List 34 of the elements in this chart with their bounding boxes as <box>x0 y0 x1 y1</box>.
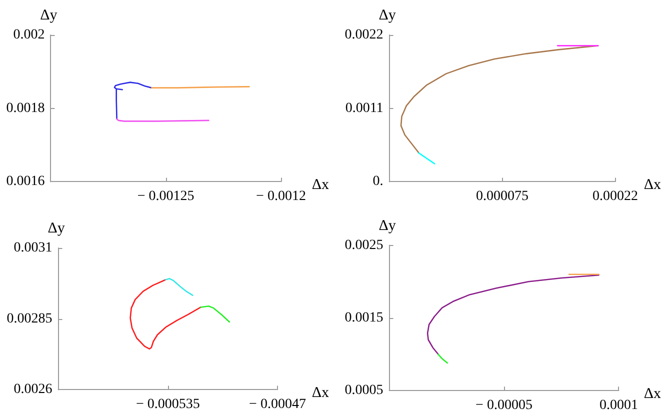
line-series <box>130 279 202 350</box>
y-tick-label: 0.0026 <box>14 382 52 398</box>
line-series <box>400 45 599 154</box>
y-tick-label: 0.0005 <box>344 383 384 398</box>
line-series <box>114 82 152 120</box>
line-series <box>164 278 194 296</box>
y-tick-label: 0.0011 <box>345 100 384 116</box>
x-tick-label: − 0.000535 <box>136 397 200 412</box>
x-tick-label: 0.0001 <box>599 398 638 414</box>
line-series <box>200 305 230 323</box>
x-tick-label: − 0.00005 <box>476 398 532 414</box>
y-tick-label: 0. <box>372 174 384 190</box>
y-tick-label: 0.0018 <box>6 100 45 116</box>
x-tick-label: 0.00022 <box>592 189 638 204</box>
x-tick-label: − 0.0012 <box>256 189 306 204</box>
y-tick-label: 0.0015 <box>344 310 384 326</box>
y-tick-label: 0.0025 <box>344 238 384 253</box>
x-tick-label: − 0.00047 <box>249 397 306 412</box>
line-series <box>426 274 600 355</box>
x-axis-title: Δx <box>644 386 662 402</box>
y-axis-title: Δy <box>378 218 396 234</box>
x-tick-label: 0.000075 <box>476 189 528 204</box>
y-tick-label: 0.0022 <box>344 28 384 42</box>
y-axis-title: Δy <box>378 8 396 24</box>
x-tick-label: − 0.00125 <box>137 189 194 204</box>
y-tick-label: 0.0031 <box>14 240 52 256</box>
y-axis-title: Δy <box>48 220 66 236</box>
y-tick-label: 0.002 <box>13 28 45 42</box>
y-tick-label: 0.0016 <box>6 174 45 190</box>
x-axis-title: Δx <box>312 177 330 194</box>
x-axis-title: Δx <box>644 177 662 194</box>
y-axis-title: Δy <box>40 8 58 24</box>
y-tick-label: 0.00285 <box>6 311 52 326</box>
x-axis-title: Δx <box>312 385 330 402</box>
